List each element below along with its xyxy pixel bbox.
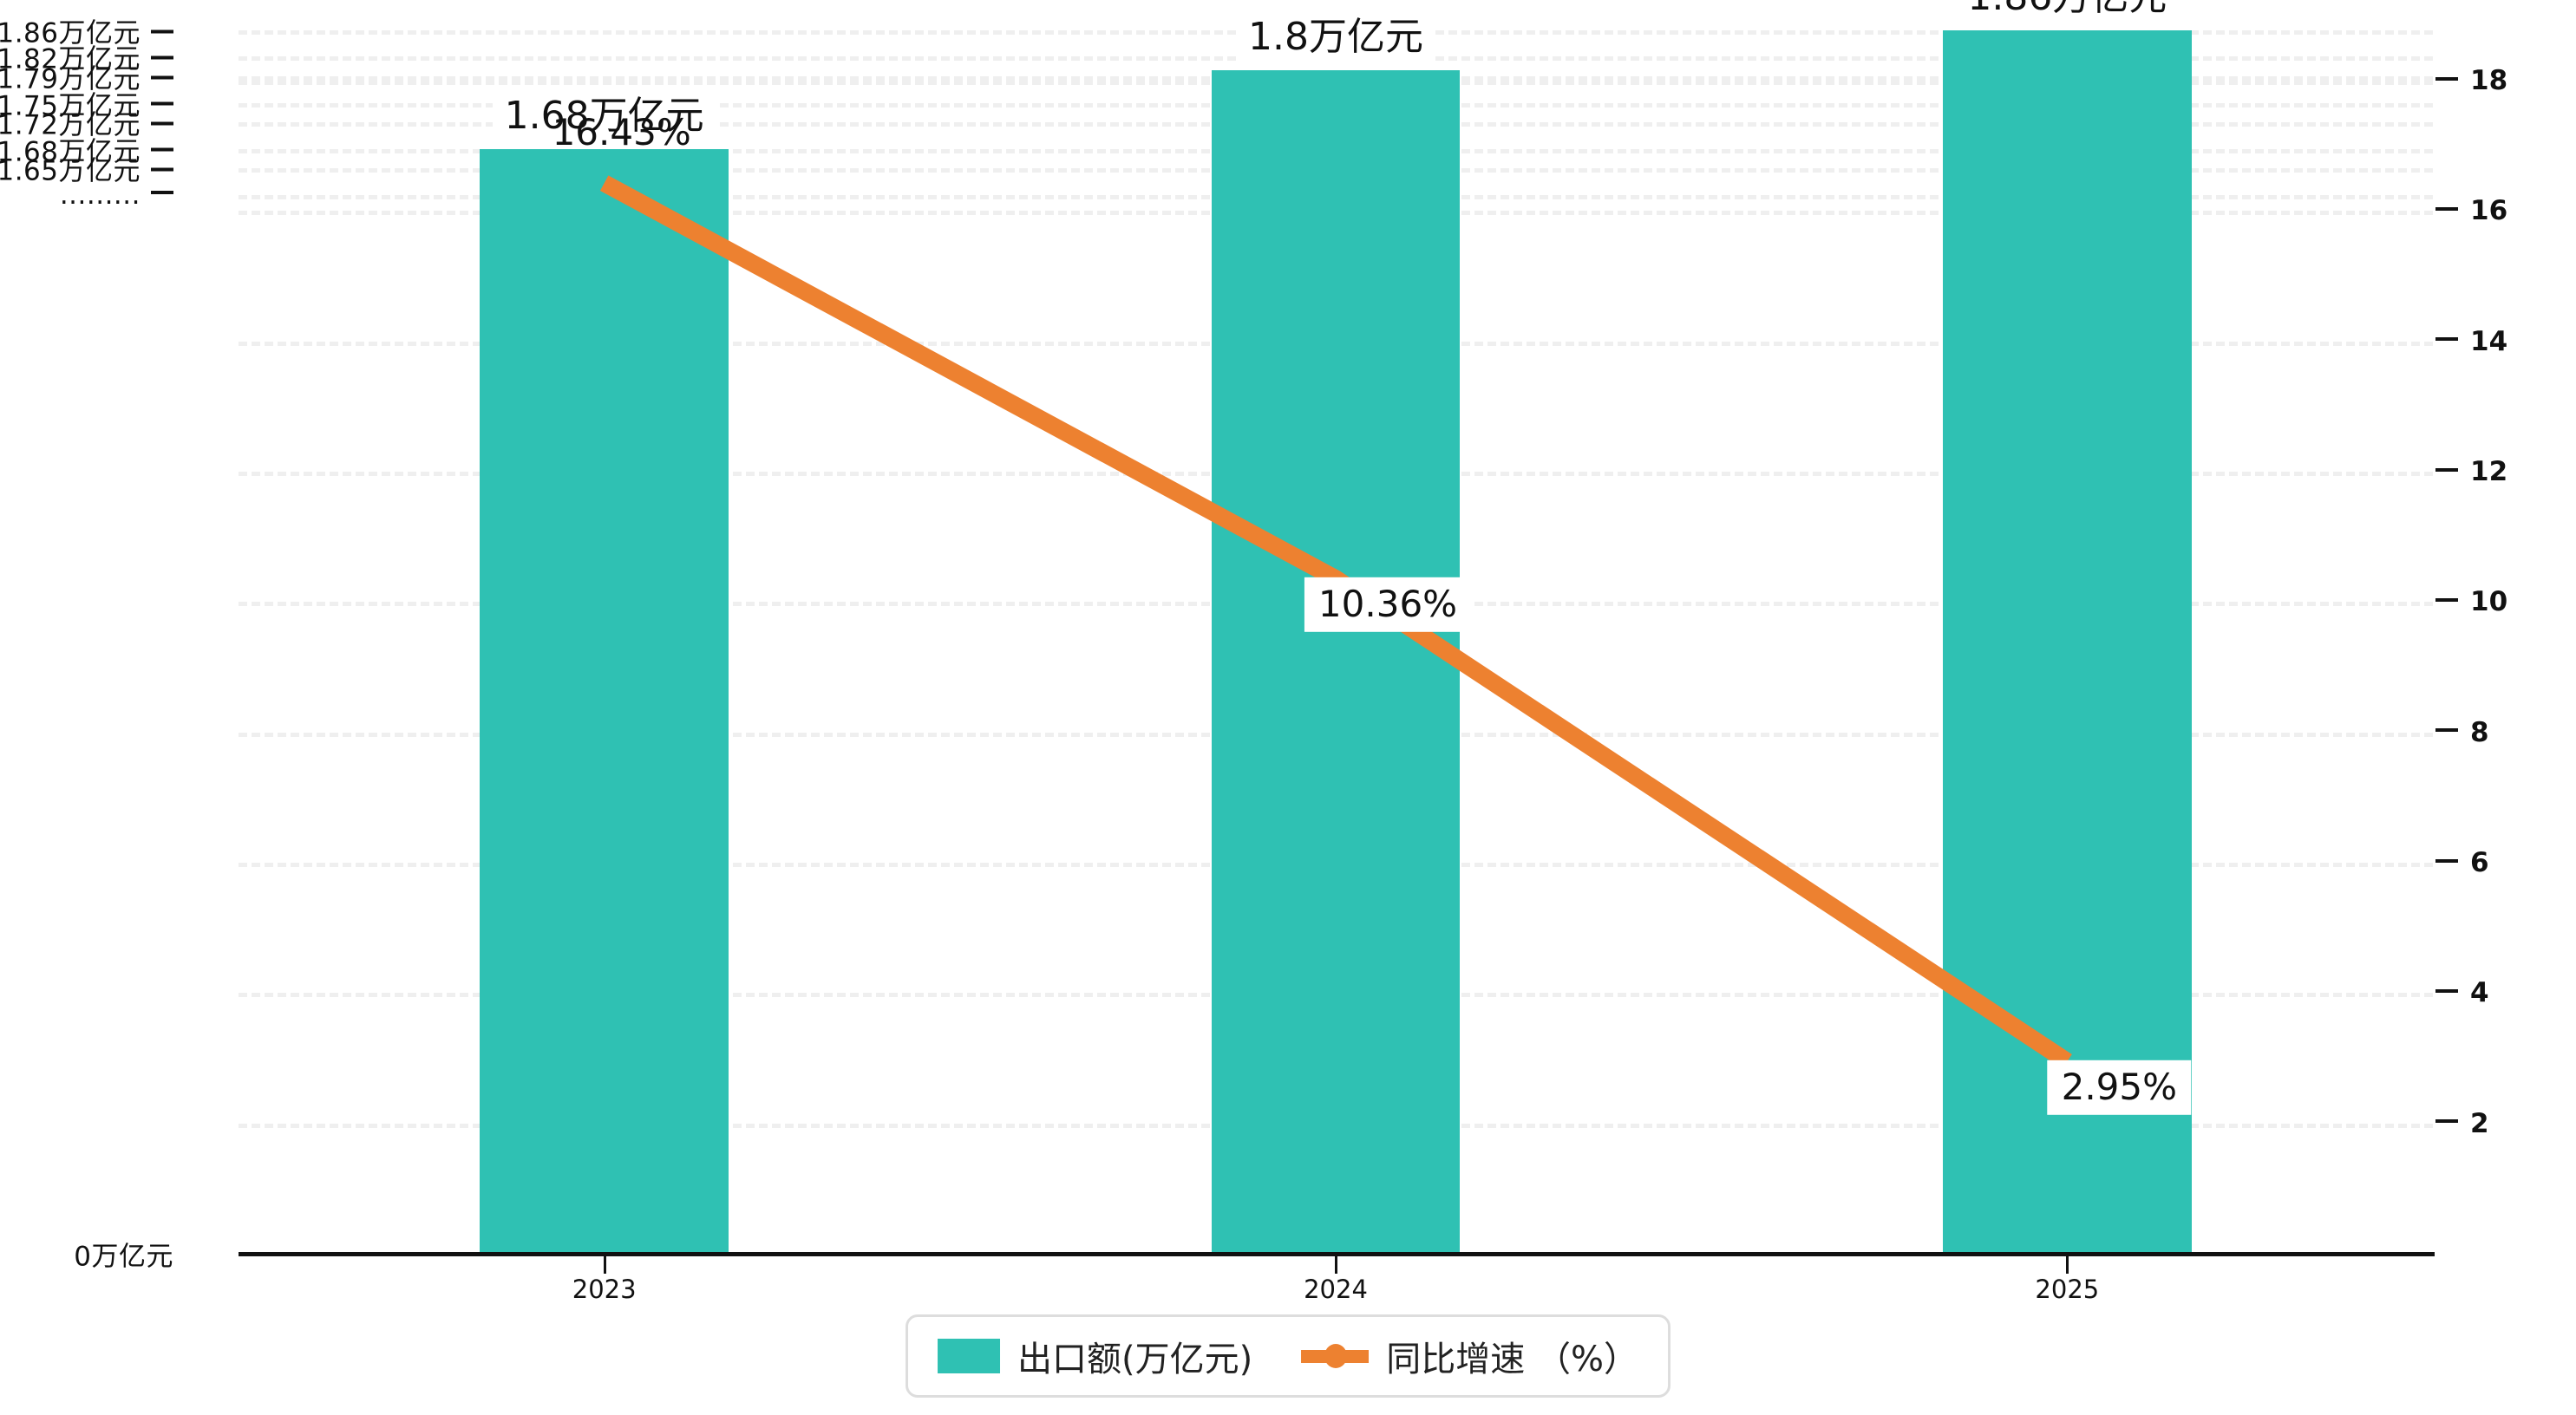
tick-mark-icon [151, 55, 173, 60]
chart-legend[interactable]: 出口额(万亿元) 同比增速 （%） [906, 1314, 1670, 1398]
y-axis-right-tick-label: 6 [2470, 847, 2489, 879]
x-axis-line [239, 1252, 2435, 1256]
y-axis-right-tick-label: 14 [2470, 325, 2508, 357]
tick-mark-icon [2435, 1119, 2458, 1124]
bar-2024[interactable] [1211, 69, 1461, 1254]
tick-mark-icon [2435, 467, 2458, 472]
legend-item-export-value[interactable]: 出口额(万亿元) [938, 1331, 1252, 1381]
tick-mark-icon [151, 29, 173, 34]
bar-data-label-2023: 1.68万亿元 [492, 91, 716, 146]
tick-mark-icon [151, 191, 173, 195]
x-axis-tick-label-2025: 2025 [2035, 1275, 2100, 1304]
tick-mark-icon [2435, 206, 2458, 211]
bar-data-label-2024: 1.8万亿元 [1236, 12, 1435, 67]
line-data-label-2023: 16.43% [552, 110, 691, 153]
y-axis-right-tick-label: 8 [2470, 716, 2489, 748]
x-axis-tick-mark [603, 1256, 606, 1274]
legend-bar-swatch-icon [938, 1339, 1001, 1373]
tick-mark-icon [2435, 76, 2458, 81]
tick-mark-icon [2435, 858, 2458, 863]
legend-label-growth-rate: 同比增速 （%） [1386, 1340, 1638, 1379]
tick-mark-icon [2435, 728, 2458, 733]
x-axis-tick-label-2023: 2023 [572, 1275, 637, 1304]
y-axis-left-tick: 1.82万亿元 [0, 37, 173, 76]
legend-line-swatch-icon [1301, 1339, 1370, 1373]
x-axis-tick-mark [2066, 1256, 2069, 1274]
tick-mark-icon [2435, 988, 2458, 993]
y-axis-right-tick: 18 [2435, 65, 2507, 96]
line-data-label-2024: 10.36% [1304, 577, 1472, 632]
y-axis-left-tick-label: 1.86万亿元 [0, 17, 141, 49]
tick-mark-icon [151, 121, 173, 126]
y-axis-left-tick: 1.86万亿元 [0, 11, 173, 50]
y-axis-right-tick-label: 4 [2470, 977, 2489, 1009]
y-axis-right-tick: 4 [2435, 977, 2489, 1008]
y-axis-left-tick-label: 1.65万亿元 [0, 155, 141, 187]
y-axis-right-tick: 2 [2435, 1108, 2489, 1139]
legend-label-export-value: 出口额(万亿元) [1017, 1340, 1253, 1379]
x-axis-tick-label-2024: 2024 [1304, 1275, 1368, 1304]
tick-mark-icon [151, 75, 173, 80]
tick-mark-icon [151, 167, 173, 172]
tick-mark-icon [151, 147, 173, 152]
y-axis-right-tick: 14 [2435, 326, 2507, 357]
tick-mark-icon [151, 101, 173, 106]
y-axis-left-tick-label: 1.68万亿元 [0, 136, 141, 168]
tick-mark-icon [2435, 337, 2458, 342]
y-axis-left-tick: 1.75万亿元 [0, 83, 173, 122]
y-axis-left-tick-label: 1.79万亿元 [0, 63, 141, 95]
y-axis-left-tick-label: 0万亿元 [74, 1241, 173, 1273]
x-axis-tick-mark [1335, 1256, 1337, 1274]
y-axis-right-tick: 12 [2435, 456, 2507, 487]
y-axis-left-tick: 0万亿元 [74, 1235, 173, 1274]
y-axis-left-tick-label: ......... [59, 179, 141, 211]
y-axis-left-tick: 1.79万亿元 [0, 57, 173, 96]
y-axis-left-tick: ......... [60, 179, 173, 211]
y-axis-left-tick-label: 1.75万亿元 [0, 90, 141, 121]
y-axis-left-tick-label: 1.72万亿元 [0, 109, 141, 141]
line-data-label-2025: 2.95% [2047, 1060, 2192, 1115]
y-axis-left-tick: 1.65万亿元 [0, 149, 173, 188]
y-axis-left-tick: 1.68万亿元 [0, 129, 173, 168]
y-axis-right-tick: 6 [2435, 847, 2489, 878]
y-axis-right-tick-label: 18 [2470, 65, 2508, 97]
y-axis-right-tick-label: 2 [2470, 1107, 2489, 1139]
legend-item-growth-rate[interactable]: 同比增速 （%） [1301, 1331, 1638, 1381]
bar-2023[interactable] [480, 148, 729, 1254]
y-axis-right-tick-label: 16 [2470, 195, 2508, 227]
y-axis-right-tick: 16 [2435, 195, 2507, 226]
y-axis-right-tick-label: 12 [2470, 456, 2508, 488]
bar-data-label-2025: 1.86万亿元 [1955, 0, 2180, 27]
y-axis-right-tick: 8 [2435, 717, 2489, 748]
y-axis-left-tick-label: 1.82万亿元 [0, 43, 141, 75]
tick-mark-icon [2435, 597, 2458, 602]
y-axis-right-tick: 10 [2435, 586, 2507, 617]
y-axis-right-tick-label: 10 [2470, 586, 2508, 618]
y-axis-left-tick: 1.72万亿元 [0, 103, 173, 142]
